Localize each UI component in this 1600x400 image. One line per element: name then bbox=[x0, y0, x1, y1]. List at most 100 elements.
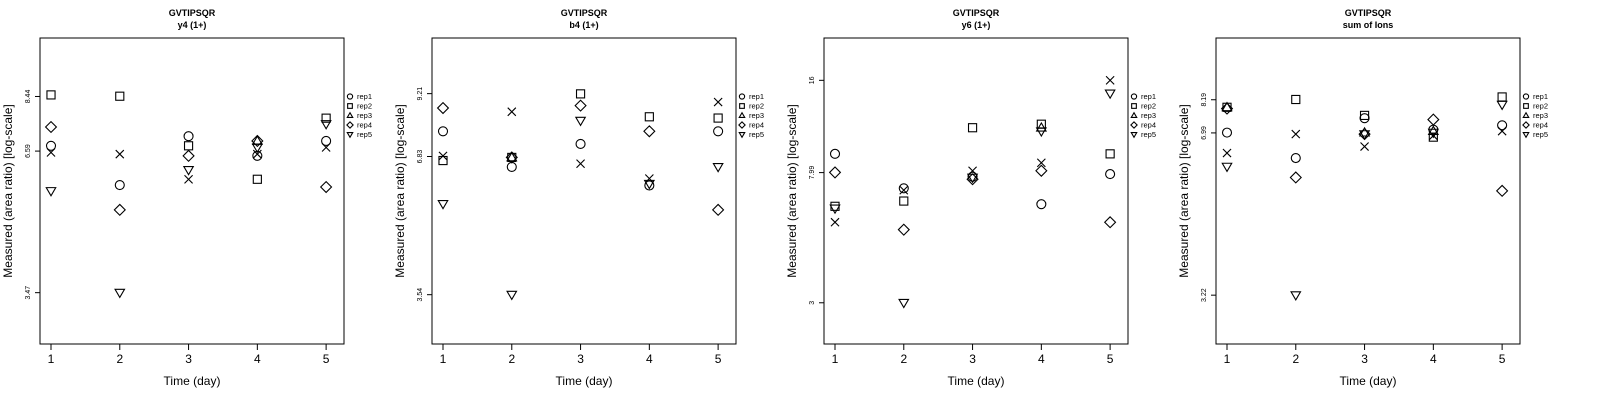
data-point bbox=[1358, 130, 1371, 140]
y-tick-label: 7.99 bbox=[809, 166, 816, 180]
chart-title: GVTIPSQR bbox=[169, 8, 216, 18]
x-tick-label: 1 bbox=[440, 352, 447, 366]
data-point bbox=[574, 116, 587, 127]
legend-marker bbox=[738, 132, 746, 139]
legend-label: rep1 bbox=[1141, 92, 1156, 101]
legend-marker bbox=[346, 111, 354, 118]
legend-marker bbox=[1130, 93, 1138, 100]
chart-panel-3: GVTIPSQR y6 (1+) 1 2 3 4 5 Time (day) 3 7.99 16 Mea… bbox=[785, 8, 1156, 388]
data-point bbox=[1105, 149, 1115, 159]
data-point bbox=[829, 204, 841, 215]
data-point bbox=[1105, 75, 1115, 85]
data-point bbox=[968, 166, 977, 176]
data-point bbox=[644, 180, 655, 191]
legend-label: rep4 bbox=[1141, 121, 1156, 130]
data-point bbox=[899, 196, 909, 206]
data-point bbox=[321, 142, 331, 152]
y-axis-label: Measured (area ratio) [log-scale] bbox=[785, 104, 799, 277]
data-point bbox=[713, 113, 723, 123]
data-point bbox=[321, 113, 331, 123]
data-point bbox=[507, 107, 517, 117]
data-point bbox=[1497, 92, 1507, 102]
data-point bbox=[1035, 164, 1048, 177]
legend-marker bbox=[346, 121, 354, 129]
x-axis-label: Time (day) bbox=[164, 374, 221, 388]
chart-subtitle: sum of Ions bbox=[1343, 20, 1394, 30]
chart-title: GVTIPSQR bbox=[561, 8, 608, 18]
data-point bbox=[1035, 127, 1048, 138]
data-point bbox=[46, 147, 56, 157]
data-point bbox=[115, 149, 125, 159]
data-point bbox=[1290, 152, 1301, 164]
x-tick-label: 4 bbox=[1430, 352, 1437, 366]
y-axis-label: Measured (area ratio) [log-scale] bbox=[393, 104, 407, 277]
data-point bbox=[1220, 102, 1234, 115]
data-point bbox=[437, 126, 449, 137]
data-point bbox=[966, 173, 979, 186]
chart-title: GVTIPSQR bbox=[953, 8, 1000, 18]
data-point bbox=[46, 90, 56, 100]
data-point bbox=[183, 141, 194, 151]
x-tick-label: 1 bbox=[1224, 352, 1231, 366]
legend-marker bbox=[346, 132, 354, 139]
data-point bbox=[320, 120, 332, 130]
data-point bbox=[1289, 171, 1302, 184]
x-axis-label: Time (day) bbox=[556, 374, 613, 388]
data-point bbox=[506, 151, 518, 162]
data-point bbox=[113, 203, 126, 217]
data-point bbox=[713, 97, 723, 107]
legend-label: rep5 bbox=[1533, 130, 1548, 139]
data-point bbox=[1036, 199, 1047, 210]
legend-marker bbox=[1522, 121, 1530, 129]
legend-label: rep3 bbox=[749, 111, 764, 120]
data-point bbox=[829, 148, 841, 159]
data-point bbox=[1360, 142, 1369, 151]
data-point bbox=[1428, 131, 1438, 141]
x-tick-label: 1 bbox=[48, 352, 55, 366]
data-point bbox=[644, 112, 654, 122]
chart-panel-1: GVTIPSQR y4 (1+) 1 2 3 4 5 Time (day) 3.47 6.59 8.… bbox=[1, 8, 372, 388]
legend-marker bbox=[346, 93, 354, 100]
plot-frame bbox=[431, 37, 737, 345]
legend-label: rep3 bbox=[1141, 111, 1156, 120]
data-point bbox=[643, 125, 656, 138]
data-point bbox=[1290, 291, 1302, 301]
legend-label: rep5 bbox=[1141, 130, 1156, 139]
data-point bbox=[1103, 216, 1117, 229]
x-tick-label: 2 bbox=[116, 352, 123, 366]
y-tick-label: 6.59 bbox=[25, 144, 32, 158]
legend-marker bbox=[1131, 103, 1137, 109]
data-point bbox=[574, 99, 587, 112]
legend-label: rep1 bbox=[357, 92, 372, 101]
data-point bbox=[575, 138, 586, 150]
data-point bbox=[711, 203, 725, 217]
legend-marker bbox=[1522, 132, 1530, 139]
legend-label: rep1 bbox=[1533, 92, 1548, 101]
data-point bbox=[321, 135, 332, 146]
data-point bbox=[437, 200, 449, 210]
data-point bbox=[899, 185, 909, 195]
x-tick-label: 2 bbox=[900, 352, 907, 366]
legend-marker bbox=[739, 103, 745, 109]
legend-label: rep4 bbox=[357, 121, 372, 130]
data-point bbox=[1359, 113, 1370, 124]
data-point bbox=[505, 151, 518, 164]
legend-label: rep1 bbox=[749, 92, 764, 101]
data-point bbox=[1221, 101, 1233, 112]
x-tick-label: 3 bbox=[185, 352, 192, 366]
data-point bbox=[114, 180, 125, 191]
x-tick-label: 5 bbox=[715, 352, 722, 366]
plot-frame bbox=[1215, 37, 1521, 345]
data-point bbox=[251, 134, 264, 148]
data-point bbox=[1221, 162, 1233, 173]
x-tick-label: 1 bbox=[832, 352, 839, 366]
data-point bbox=[644, 174, 654, 183]
x-tick-label: 3 bbox=[1361, 352, 1368, 366]
legend-marker bbox=[1522, 111, 1530, 118]
legend-marker bbox=[1523, 103, 1529, 109]
data-point bbox=[898, 298, 910, 309]
chart-panel-2: GVTIPSQR b4 (1+) 1 2 3 4 5 Time (day) 3.54 6.83 9.… bbox=[393, 8, 764, 388]
y-axis-label: Measured (area ratio) [log-scale] bbox=[1177, 104, 1191, 277]
data-point bbox=[182, 166, 195, 176]
legend-label: rep2 bbox=[749, 102, 764, 111]
